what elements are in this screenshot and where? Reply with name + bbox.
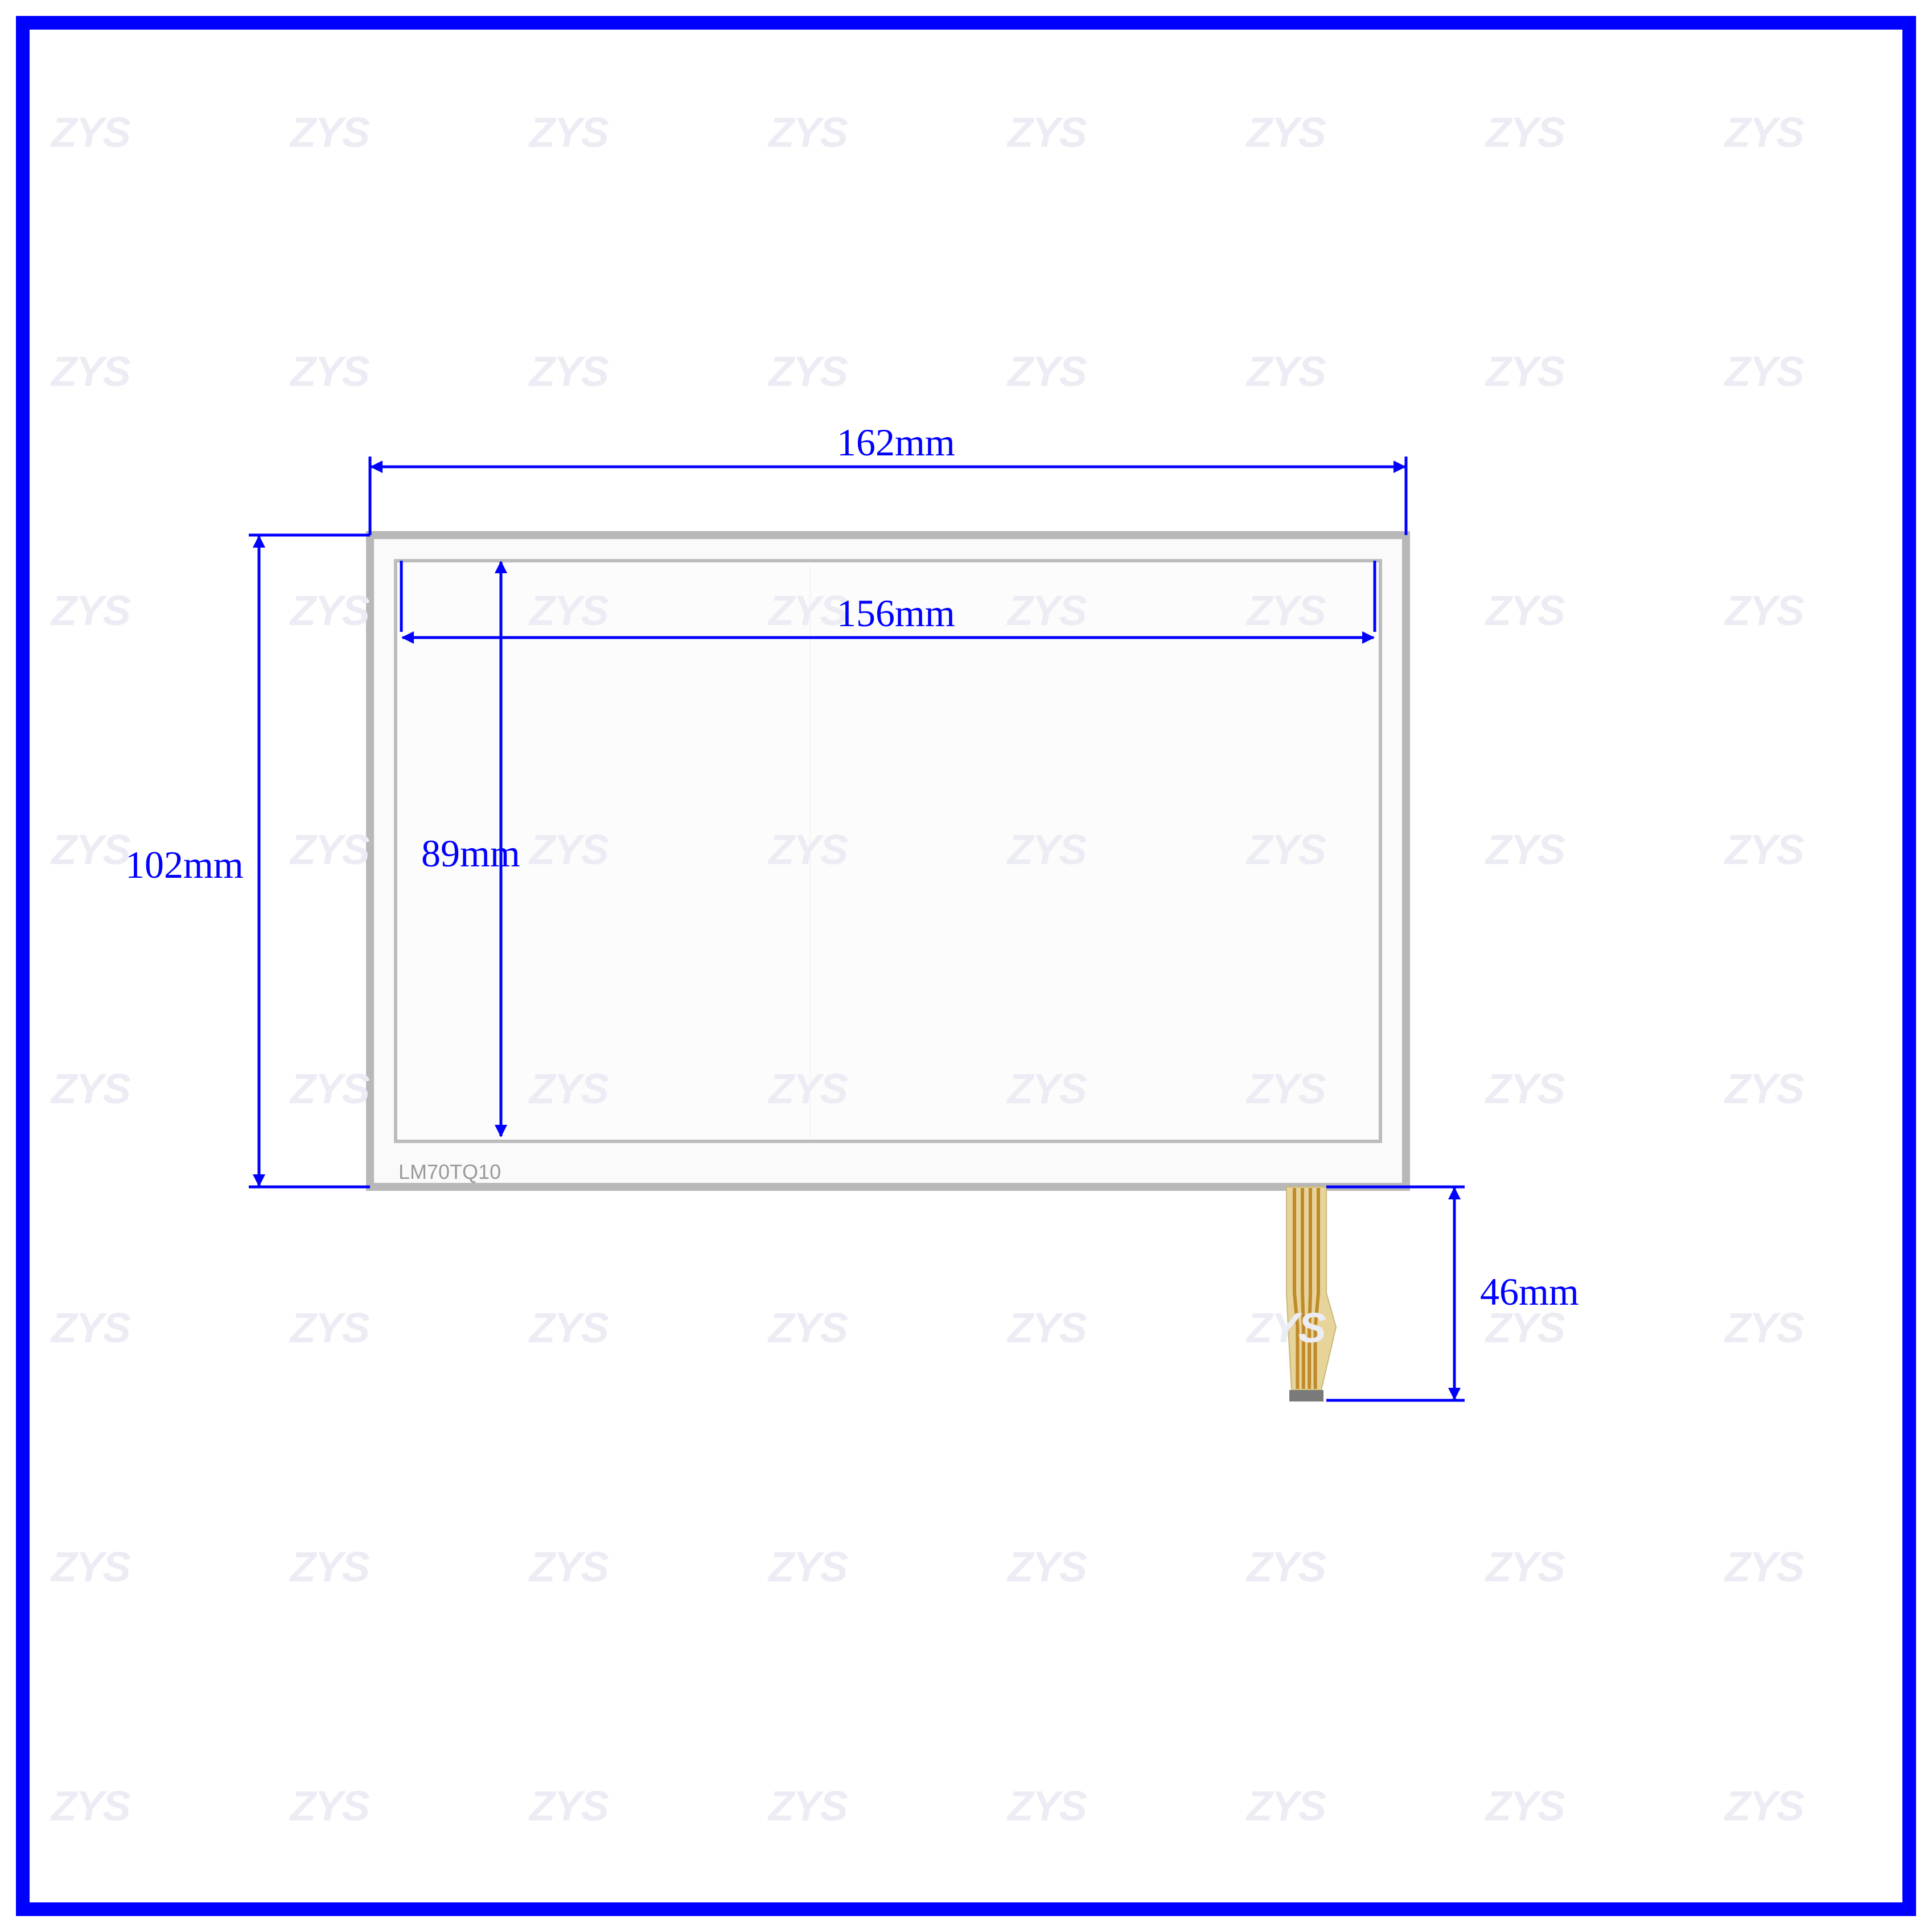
dim-outer-height-label: 102mm: [125, 842, 244, 887]
dim-outer-width-label: 162mm: [837, 420, 955, 465]
flex-cable-connector: [1289, 1390, 1323, 1401]
flex-cable-trace: [1309, 1188, 1310, 1389]
diagram-svg: [0, 0, 1932, 1932]
part-number-label: LM70TQ10: [398, 1160, 501, 1184]
flex-cable-trace: [1302, 1188, 1304, 1389]
dim-cable-length-label: 46mm: [1480, 1269, 1579, 1314]
dim-inner-height-label: 89mm: [421, 831, 520, 876]
dim-inner-width-label: 156mm: [837, 591, 955, 636]
touch-panel-inner: [396, 561, 1380, 1141]
